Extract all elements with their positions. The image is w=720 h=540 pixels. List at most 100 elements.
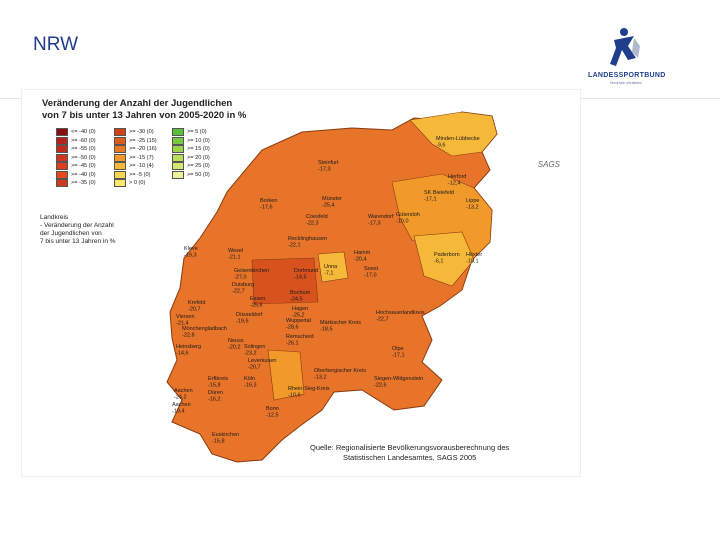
region-name-label: Unna <box>324 264 338 270</box>
legend-item: >= 5 (0) <box>172 128 232 137</box>
region-value-label: -24,2 <box>174 395 187 401</box>
region-value-label: -25,2 <box>292 313 305 319</box>
region-value-label: -24,5 <box>290 297 303 303</box>
region-value-label: -21,4 <box>176 321 189 327</box>
region-name-label: Essen <box>250 296 265 302</box>
legend-item: >= -15 (7) <box>114 153 174 163</box>
region-value-label: -14,5 <box>294 275 307 281</box>
slide-title: NRW <box>33 34 79 55</box>
legend-item: >= -55 (0) <box>56 145 116 154</box>
region-name-label: Rhein-Sieg-Kreis <box>288 386 330 392</box>
region-name-label: Wesel <box>228 248 243 254</box>
legend-item: >= 25 (0) <box>172 162 232 171</box>
region-south <box>267 349 305 401</box>
region-name-label: Aachen <box>172 402 191 408</box>
legend-swatch <box>56 136 68 145</box>
legend-label: >= 20 (0) <box>187 154 210 161</box>
legend-item: >= -25 (15) <box>114 136 174 146</box>
region-value-label: -22,6 <box>374 383 387 389</box>
region-name-label: Lippe <box>466 198 479 204</box>
legend-item: >= -20 (16) <box>114 145 174 154</box>
region-name-label: Borken <box>260 198 277 204</box>
region-name-label: Neuss <box>228 338 244 344</box>
legend-item: >= -45 (0) <box>56 162 116 171</box>
landkreis-line: der Jugendlichen von <box>40 230 102 237</box>
region-value-label: -20,2 <box>228 345 241 351</box>
legend-item: >= -50 (0) <box>56 153 116 163</box>
region-name-label: Wuppertal <box>286 318 311 324</box>
region-value-label: -22,8 <box>182 333 195 339</box>
legend-swatch <box>114 136 126 145</box>
region-name-label: Heinsberg <box>176 344 201 350</box>
region-value-label: -22,7 <box>232 289 245 295</box>
legend-item: >= 50 (0) <box>172 170 232 180</box>
legend-item: >= -40 (0) <box>56 170 116 180</box>
region-name-label: Paderborn <box>434 252 460 258</box>
legend-label: >= 50 (0) <box>187 171 210 178</box>
landkreis-note: Landkreis - Veränderung der Anzahl der J… <box>40 214 116 246</box>
region-value-label: -9,6 <box>436 143 445 149</box>
region-value-label: -22,1 <box>288 243 301 249</box>
region-value-label: -17,0 <box>364 273 377 279</box>
region-name-label: Gelsenkirchen <box>234 268 269 274</box>
region-value-label: -17,6 <box>260 205 273 211</box>
region-value-label: -19,6 <box>236 319 249 325</box>
legend-label: >= 10 (0) <box>187 137 210 144</box>
legend-swatch <box>172 153 184 162</box>
region-name-label: Solingen <box>244 344 265 350</box>
legend-column: >= -30 (0) >= -25 (15) >= -20 (16) >= -15 (… <box>114 128 174 188</box>
region-name-label: Köln <box>244 376 255 382</box>
region-name-label: Hochsauerlandkreis <box>376 310 425 316</box>
sags-mark: SAGS <box>537 160 560 169</box>
region-name-label: Oberbergischer Kreis <box>314 368 366 374</box>
region-value-label: -28,6 <box>286 325 299 331</box>
legend-label: >= -25 (15) <box>129 137 157 144</box>
map-title-line-2: von 7 bis unter 13 Jahren von 2005-2020 … <box>42 110 247 121</box>
legend-swatch <box>56 179 68 188</box>
region-name-label: Hamm <box>354 250 371 256</box>
map-title-line-1: Veränderung der Anzahl der Jugendlichen <box>42 98 233 109</box>
region-value-label: -20,7 <box>188 307 201 313</box>
region-ruhr <box>251 257 319 305</box>
legend-swatch <box>56 170 68 179</box>
legend-item: >= -60 (0) <box>56 136 116 146</box>
legend-swatch <box>172 162 184 171</box>
legend-label: >= -55 (0) <box>71 146 96 153</box>
region-name-label: Remscheid <box>286 334 314 340</box>
legend-swatch <box>56 145 68 154</box>
region-name-label: Siegen-Wittgenstein <box>374 376 423 382</box>
region-value-label: -21,1 <box>228 255 241 261</box>
landkreis-line: - Veränderung der Anzahl <box>40 222 114 229</box>
region-value-label: -25,6 <box>250 303 263 309</box>
region-value-label: -15,8 <box>208 383 221 389</box>
legend-label: > 0 (0) <box>129 180 146 187</box>
region-north-east <box>409 111 498 157</box>
region-value-label: -13,2 <box>314 375 327 381</box>
legend-column: <= -40 (0) >= -60 (0) >= -55 (0) >= -50 (0)… <box>56 128 116 188</box>
legend-label: >= 5 (0) <box>187 129 207 136</box>
region-value-label: -25,4 <box>322 203 335 209</box>
legend-label: >= -10 (4) <box>129 163 154 170</box>
legend-swatch <box>172 136 184 145</box>
legend-swatch <box>56 162 68 171</box>
logo-tagline: Nordrhein-Westfalen <box>609 81 643 85</box>
region-name-label: Bonn <box>266 406 279 412</box>
region-name-label: Krefeld <box>188 300 205 306</box>
region-value-label: -19,4 <box>172 409 185 415</box>
region-name-label: Gütersloh <box>396 212 420 218</box>
region-value-label: -17,3 <box>368 221 381 227</box>
legend-label: >= -60 (0) <box>71 137 96 144</box>
region-name-label: Olpe <box>392 346 404 352</box>
legend-swatch <box>114 162 126 171</box>
region-value-label: -16,2 <box>208 397 221 403</box>
region-value-label: -10,0 <box>396 219 409 225</box>
legend-swatch <box>56 128 68 137</box>
region-name-label: Minden-Lübbecke <box>436 136 480 142</box>
legend-item: <= -40 (0) <box>56 128 116 137</box>
legend-column: >= 5 (0) >= 10 (0) >= 15 (0) >= 20 (0) >= 25… <box>172 128 232 179</box>
region-value-label: -17,3 <box>318 167 331 173</box>
source-line-1: Quelle: Regionalisierte Bevölkerungsvora… <box>310 443 510 452</box>
legend-label: >= -30 (0) <box>129 129 154 136</box>
region-value-label: -16,3 <box>244 383 257 389</box>
landessportbund-logo <box>610 28 640 66</box>
